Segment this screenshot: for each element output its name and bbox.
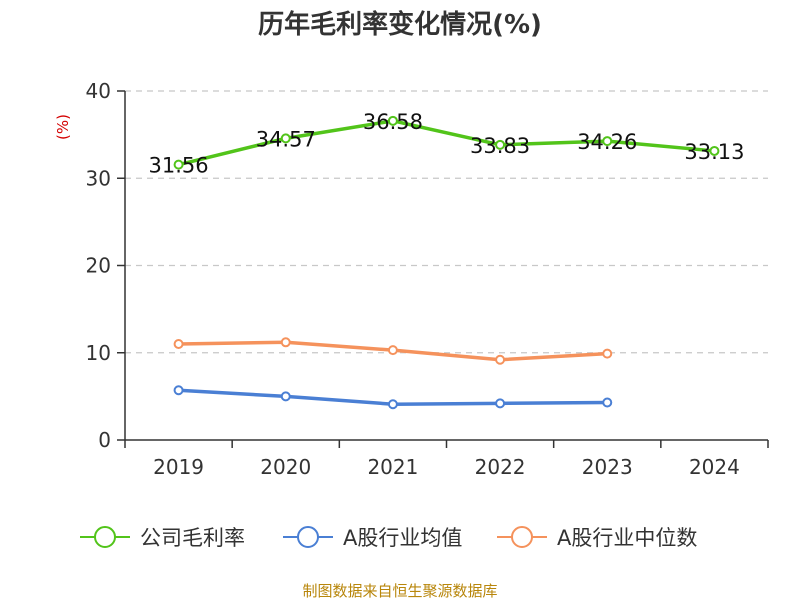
data-point: [173, 339, 184, 350]
legend-label: 公司毛利率: [140, 526, 245, 550]
x-tick-label: 2022: [475, 455, 526, 479]
data-label: 31.56: [149, 154, 209, 178]
data-label: 36.58: [363, 110, 423, 134]
data-point: [280, 337, 291, 348]
x-tick-label: 2021: [367, 455, 418, 479]
legend-label: A股行业均值: [343, 526, 462, 550]
data-point: [387, 399, 398, 410]
y-tick-label: 10: [86, 341, 111, 365]
data-labels: 31.56 34.57 36.58 33.83 34.26 33.13: [149, 110, 745, 178]
series-line-0: [178, 119, 715, 167]
legend-item-2[interactable]: A股行业中位数: [497, 526, 697, 550]
data-point: [602, 397, 613, 408]
legend-label: A股行业中位数: [557, 526, 697, 550]
data-point: [173, 159, 184, 170]
data-point: [602, 348, 613, 359]
data-point: [387, 115, 398, 126]
x-tick-label: 2023: [582, 455, 633, 479]
series-lines: [173, 115, 720, 410]
data-point: [173, 385, 184, 396]
data-label: 33.83: [470, 134, 530, 158]
data-point: [387, 345, 398, 356]
legend-marker: [511, 526, 533, 548]
data-point: [602, 136, 613, 147]
grid-lines: [125, 90, 768, 354]
legend-item-1[interactable]: A股行业均值: [283, 526, 462, 550]
data-label: 34.57: [256, 127, 316, 151]
data-point: [495, 139, 506, 150]
axes: 0 10 20 30 40 2019 2020 2021 2022 2023 2024: [86, 79, 769, 479]
data-point: [495, 398, 506, 409]
y-axis-unit-label: (%): [54, 114, 72, 140]
y-tick-label: 30: [86, 166, 111, 190]
x-tick-label: 2019: [153, 455, 204, 479]
data-point: [280, 133, 291, 144]
y-tick-label: 40: [86, 79, 111, 103]
legend-item-0[interactable]: 公司毛利率: [80, 526, 245, 550]
y-tick-label: 0: [98, 428, 111, 452]
x-tick-label: 2020: [260, 455, 311, 479]
source-note: 制图数据来自恒生聚源数据库: [302, 582, 497, 600]
legend[interactable]: 公司毛利率 A股行业均值 A股行业中位数: [80, 526, 697, 550]
x-tick-label: 2024: [689, 455, 740, 479]
legend-marker: [297, 526, 319, 548]
data-label: 34.26: [577, 130, 637, 154]
y-tick-label: 20: [86, 254, 111, 278]
data-point: [495, 354, 506, 365]
data-point: [280, 391, 291, 402]
data-point: [709, 145, 720, 156]
legend-marker: [94, 526, 116, 548]
data-label: 33.13: [684, 140, 744, 164]
chart-title: 历年毛利率变化情况(%): [258, 9, 542, 40]
